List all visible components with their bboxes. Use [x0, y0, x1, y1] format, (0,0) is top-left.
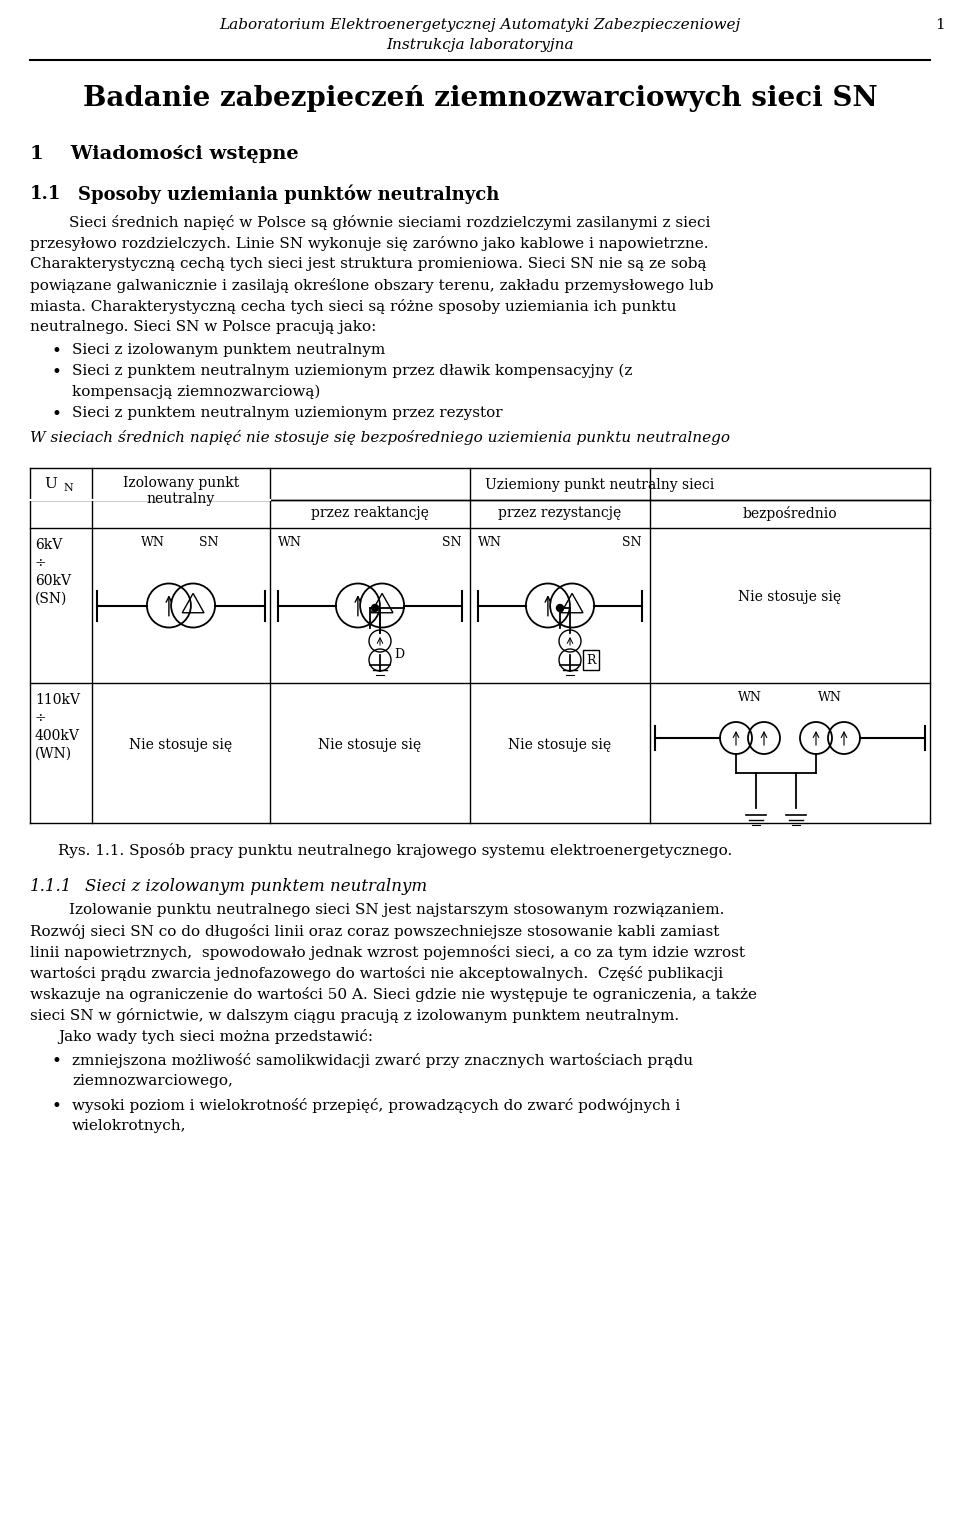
- Text: N: N: [63, 483, 73, 493]
- Text: Nie stosuje się: Nie stosuje się: [130, 738, 232, 752]
- Text: ziemnozwarciowego,: ziemnozwarciowego,: [72, 1074, 233, 1088]
- Text: ÷: ÷: [35, 555, 47, 570]
- Text: Nie stosuje się: Nie stosuje się: [509, 738, 612, 752]
- Text: SN: SN: [622, 536, 641, 549]
- Text: wysoki poziom i wielokrotność przepięć, prowadzących do zwarć podwójnych i: wysoki poziom i wielokrotność przepięć, …: [72, 1098, 681, 1114]
- Text: Sieci średnich napięć w Polsce są głównie sieciami rozdzielczymi zasilanymi z si: Sieci średnich napięć w Polsce są główni…: [30, 215, 710, 230]
- Text: sieci SN w górnictwie, w dalszym ciągu pracują z izolowanym punktem neutralnym.: sieci SN w górnictwie, w dalszym ciągu p…: [30, 1008, 679, 1023]
- Text: Nie stosuje się: Nie stosuje się: [319, 738, 421, 752]
- Text: Nie stosuje się: Nie stosuje się: [738, 590, 842, 605]
- Circle shape: [557, 605, 564, 611]
- Text: •: •: [52, 343, 61, 360]
- Text: Izolowany punkt: Izolowany punkt: [123, 477, 239, 490]
- Text: 1.1: 1.1: [30, 185, 61, 203]
- Text: Instrukcja laboratoryjna: Instrukcja laboratoryjna: [386, 38, 574, 51]
- Text: powiązane galwanicznie i zasilają określone obszary terenu, zakładu przemysłoweg: powiązane galwanicznie i zasilają określ…: [30, 278, 713, 294]
- Text: kompensacją ziemnozwarciową): kompensacją ziemnozwarciową): [72, 384, 321, 399]
- Text: R: R: [587, 654, 596, 667]
- Text: WN: WN: [738, 691, 762, 704]
- Text: neutralnego. Sieci SN w Polsce pracują jako:: neutralnego. Sieci SN w Polsce pracują j…: [30, 321, 376, 334]
- Text: neutralny: neutralny: [147, 492, 215, 505]
- Text: Sieci z izolowanym punktem neutralnym: Sieci z izolowanym punktem neutralnym: [72, 343, 385, 357]
- Text: Laboratorium Elektroenergetycznej Automatyki Zabezpieczeniowej: Laboratorium Elektroenergetycznej Automa…: [220, 18, 740, 32]
- Text: WN: WN: [818, 691, 842, 704]
- Text: Izolowanie punktu neutralnego sieci SN jest najstarszym stosowanym rozwiązaniem.: Izolowanie punktu neutralnego sieci SN j…: [30, 903, 725, 917]
- Text: Sieci z punktem neutralnym uziemionym przez dławik kompensacyjny (z: Sieci z punktem neutralnym uziemionym pr…: [72, 365, 633, 378]
- Text: miasta. Charakterystyczną cecha tych sieci są różne sposoby uziemiania ich punkt: miasta. Charakterystyczną cecha tych sie…: [30, 300, 677, 315]
- Bar: [583, 651, 599, 670]
- Text: 400kV: 400kV: [35, 729, 80, 743]
- Text: •: •: [52, 1098, 61, 1115]
- Text: zmniejszona możliwość samolikwidacji zwarć przy znacznych wartościach prądu: zmniejszona możliwość samolikwidacji zwa…: [72, 1053, 693, 1068]
- Text: U: U: [44, 477, 57, 492]
- Text: W sieciach średnich napięć nie stosuje się bezpośredniego uziemienia punktu neut: W sieciach średnich napięć nie stosuje s…: [30, 430, 730, 445]
- Text: SN: SN: [443, 536, 462, 549]
- Text: wielokrotnych,: wielokrotnych,: [72, 1120, 186, 1133]
- Text: 1.1.1: 1.1.1: [30, 878, 72, 896]
- Text: Jako wady tych sieci można przedstawić:: Jako wady tych sieci można przedstawić:: [58, 1029, 373, 1044]
- Text: 1: 1: [935, 18, 945, 32]
- Text: bezpośrednio: bezpośrednio: [743, 505, 837, 520]
- Text: Rys. 1.1. Sposób pracy punktu neutralnego krajowego systemu elektroenergetyczneg: Rys. 1.1. Sposób pracy punktu neutralneg…: [58, 843, 732, 858]
- Text: WN: WN: [278, 536, 301, 549]
- Text: przez reaktancję: przez reaktancję: [311, 505, 429, 520]
- Text: D: D: [394, 648, 404, 661]
- Text: 1    Wiadomości wstępne: 1 Wiadomości wstępne: [30, 145, 299, 163]
- Text: Charakterystyczną cechą tych sieci jest struktura promieniowa. Sieci SN nie są z: Charakterystyczną cechą tych sieci jest …: [30, 257, 707, 271]
- Text: przez rezystancję: przez rezystancję: [498, 505, 622, 520]
- Text: wartości prądu zwarcia jednofazowego do wartości nie akceptowalnych.  Część publ: wartości prądu zwarcia jednofazowego do …: [30, 965, 723, 980]
- Text: •: •: [52, 365, 61, 381]
- Text: linii napowietrznych,  spowodowało jednak wzrost pojemności sieci, a co za tym i: linii napowietrznych, spowodowało jednak…: [30, 946, 745, 961]
- Text: wskazuje na ograniczenie do wartości 50 A. Sieci gdzie nie występuje te ogranicz: wskazuje na ograniczenie do wartości 50 …: [30, 986, 757, 1002]
- Text: 60kV: 60kV: [35, 573, 71, 589]
- Circle shape: [372, 605, 378, 611]
- Text: (SN): (SN): [35, 592, 67, 607]
- Text: •: •: [52, 405, 61, 424]
- Text: •: •: [52, 1053, 61, 1070]
- Text: Sieci z punktem neutralnym uziemionym przez rezystor: Sieci z punktem neutralnym uziemionym pr…: [72, 405, 503, 421]
- Text: Sposoby uziemiania punktów neutralnych: Sposoby uziemiania punktów neutralnych: [78, 185, 499, 204]
- Text: 6kV: 6kV: [35, 539, 62, 552]
- Text: Sieci z izolowanym punktem neutralnym: Sieci z izolowanym punktem neutralnym: [85, 878, 427, 896]
- Text: Rozwój sieci SN co do długości linii oraz coraz powszechniejsze stosowanie kabli: Rozwój sieci SN co do długości linii ora…: [30, 924, 719, 940]
- Text: 110kV: 110kV: [35, 693, 80, 707]
- Text: Uziemiony punkt neutralny sieci: Uziemiony punkt neutralny sieci: [486, 478, 714, 492]
- Text: SN: SN: [200, 536, 219, 549]
- Text: przesyłowo rozdzielczych. Linie SN wykonuje się zarówno jako kablowe i napowietr: przesyłowo rozdzielczych. Linie SN wykon…: [30, 236, 708, 251]
- Text: Badanie zabezpieczeń ziemnozwarciowych sieci SN: Badanie zabezpieczeń ziemnozwarciowych s…: [83, 85, 877, 112]
- Text: ÷: ÷: [35, 711, 47, 725]
- Text: (WN): (WN): [35, 747, 72, 761]
- Text: WN: WN: [478, 536, 502, 549]
- Text: WN: WN: [141, 536, 165, 549]
